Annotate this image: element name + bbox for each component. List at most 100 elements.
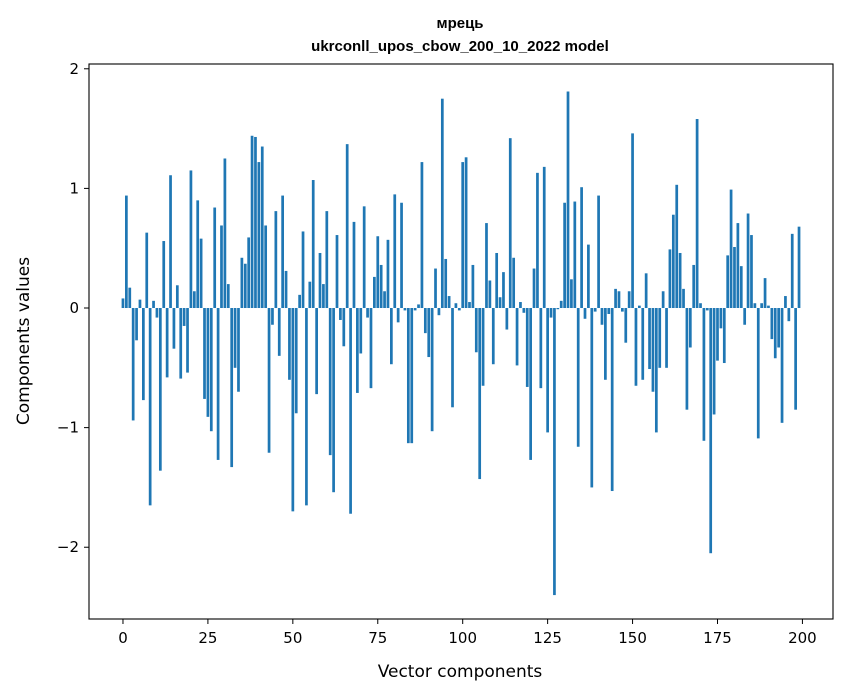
bar-188 — [760, 303, 764, 308]
bar-111 — [498, 297, 502, 309]
bar-71 — [362, 206, 366, 309]
x-tick-label-125: 125 — [533, 629, 562, 647]
bar-68 — [352, 221, 356, 309]
bar-194 — [780, 308, 784, 423]
bar-168 — [692, 264, 696, 309]
bar-196 — [787, 308, 791, 322]
bar-36 — [243, 263, 247, 309]
bar-88 — [420, 162, 424, 309]
bar-74 — [373, 276, 376, 309]
y-tick-label-0: 0 — [69, 299, 79, 317]
bar-38 — [250, 135, 254, 309]
bar-22 — [196, 200, 200, 309]
bar-72 — [366, 308, 369, 318]
bar-126 — [549, 308, 553, 318]
bar-34 — [237, 308, 240, 392]
bar-121 — [532, 268, 536, 309]
bar-8 — [148, 308, 152, 506]
bar-139 — [593, 308, 597, 312]
bar-108 — [488, 280, 492, 309]
bar-133 — [573, 201, 577, 308]
bar-156 — [651, 308, 655, 392]
bar-116 — [515, 308, 519, 366]
bar-179 — [729, 189, 733, 309]
bar-91 — [430, 308, 434, 432]
bar-166 — [685, 308, 689, 410]
bar-84 — [406, 308, 410, 444]
bar-9 — [152, 300, 155, 309]
bar-75 — [376, 236, 380, 309]
bar-169 — [695, 119, 699, 309]
bar-52 — [298, 294, 301, 309]
bar-118 — [522, 308, 526, 313]
bar-61 — [328, 308, 332, 456]
bar-67 — [349, 308, 352, 514]
bar-143 — [607, 308, 611, 314]
bar-189 — [763, 278, 767, 309]
x-tick-label-25: 25 — [198, 629, 217, 647]
bar-122 — [536, 172, 539, 309]
bar-20 — [189, 170, 193, 308]
bar-18 — [182, 308, 186, 326]
bar-109 — [491, 308, 495, 365]
x-tick-label-150: 150 — [618, 629, 647, 647]
bar-87 — [417, 304, 420, 309]
bar-25 — [206, 308, 210, 417]
bar-10 — [155, 308, 159, 318]
bar-117 — [519, 302, 522, 309]
bar-149 — [627, 291, 631, 309]
bar-163 — [675, 184, 679, 309]
bar-92 — [434, 268, 437, 309]
x-axis-ticks: 0 25 50 75 100 125 150 175 200 — [118, 619, 817, 647]
bar-31 — [226, 284, 230, 309]
bar-131 — [566, 91, 570, 309]
bar-81 — [396, 308, 400, 323]
bar-30 — [223, 158, 227, 309]
bar-76 — [379, 264, 383, 309]
bar-1 — [125, 195, 128, 309]
bar-60 — [325, 211, 329, 309]
bar-26 — [209, 308, 213, 432]
bar-13 — [165, 308, 169, 378]
bar-95 — [444, 258, 448, 309]
bar-28 — [216, 308, 220, 460]
x-axis-label: Vector components — [378, 662, 543, 682]
bar-16 — [175, 285, 179, 309]
bar-89 — [423, 308, 427, 334]
bar-141 — [600, 308, 604, 325]
bar-138 — [590, 308, 594, 488]
bar-195 — [784, 296, 787, 309]
chart-title-line-2: ukrconll_upos_cbow_200_10_2022 model — [311, 38, 609, 55]
bar-128 — [556, 308, 560, 310]
bar-90 — [427, 308, 431, 358]
bar-171 — [702, 308, 706, 441]
bar-85 — [410, 308, 414, 444]
x-tick-label-0: 0 — [118, 629, 128, 647]
bar-21 — [192, 291, 196, 309]
bar-66 — [345, 144, 349, 309]
bar-120 — [529, 308, 532, 460]
x-tick-label-75: 75 — [368, 629, 387, 647]
bar-69 — [356, 308, 359, 393]
bar-53 — [301, 231, 305, 309]
bar-50 — [291, 308, 295, 512]
bar-157 — [654, 308, 658, 433]
bar-44 — [271, 308, 274, 325]
bar-193 — [777, 308, 780, 348]
bar-113 — [505, 308, 509, 330]
bar-78 — [386, 239, 390, 309]
bar-182 — [739, 266, 743, 308]
bar-115 — [512, 257, 516, 309]
bar-112 — [502, 272, 505, 309]
bar-96 — [447, 296, 451, 309]
bar-167 — [688, 308, 692, 348]
bar-97 — [451, 308, 454, 408]
bar-59 — [322, 284, 325, 309]
bar-119 — [525, 308, 529, 387]
bar-160 — [665, 308, 668, 368]
bar-151 — [634, 308, 638, 386]
bar-180 — [733, 247, 736, 309]
bar-55 — [308, 281, 312, 308]
bar-15 — [172, 308, 176, 349]
